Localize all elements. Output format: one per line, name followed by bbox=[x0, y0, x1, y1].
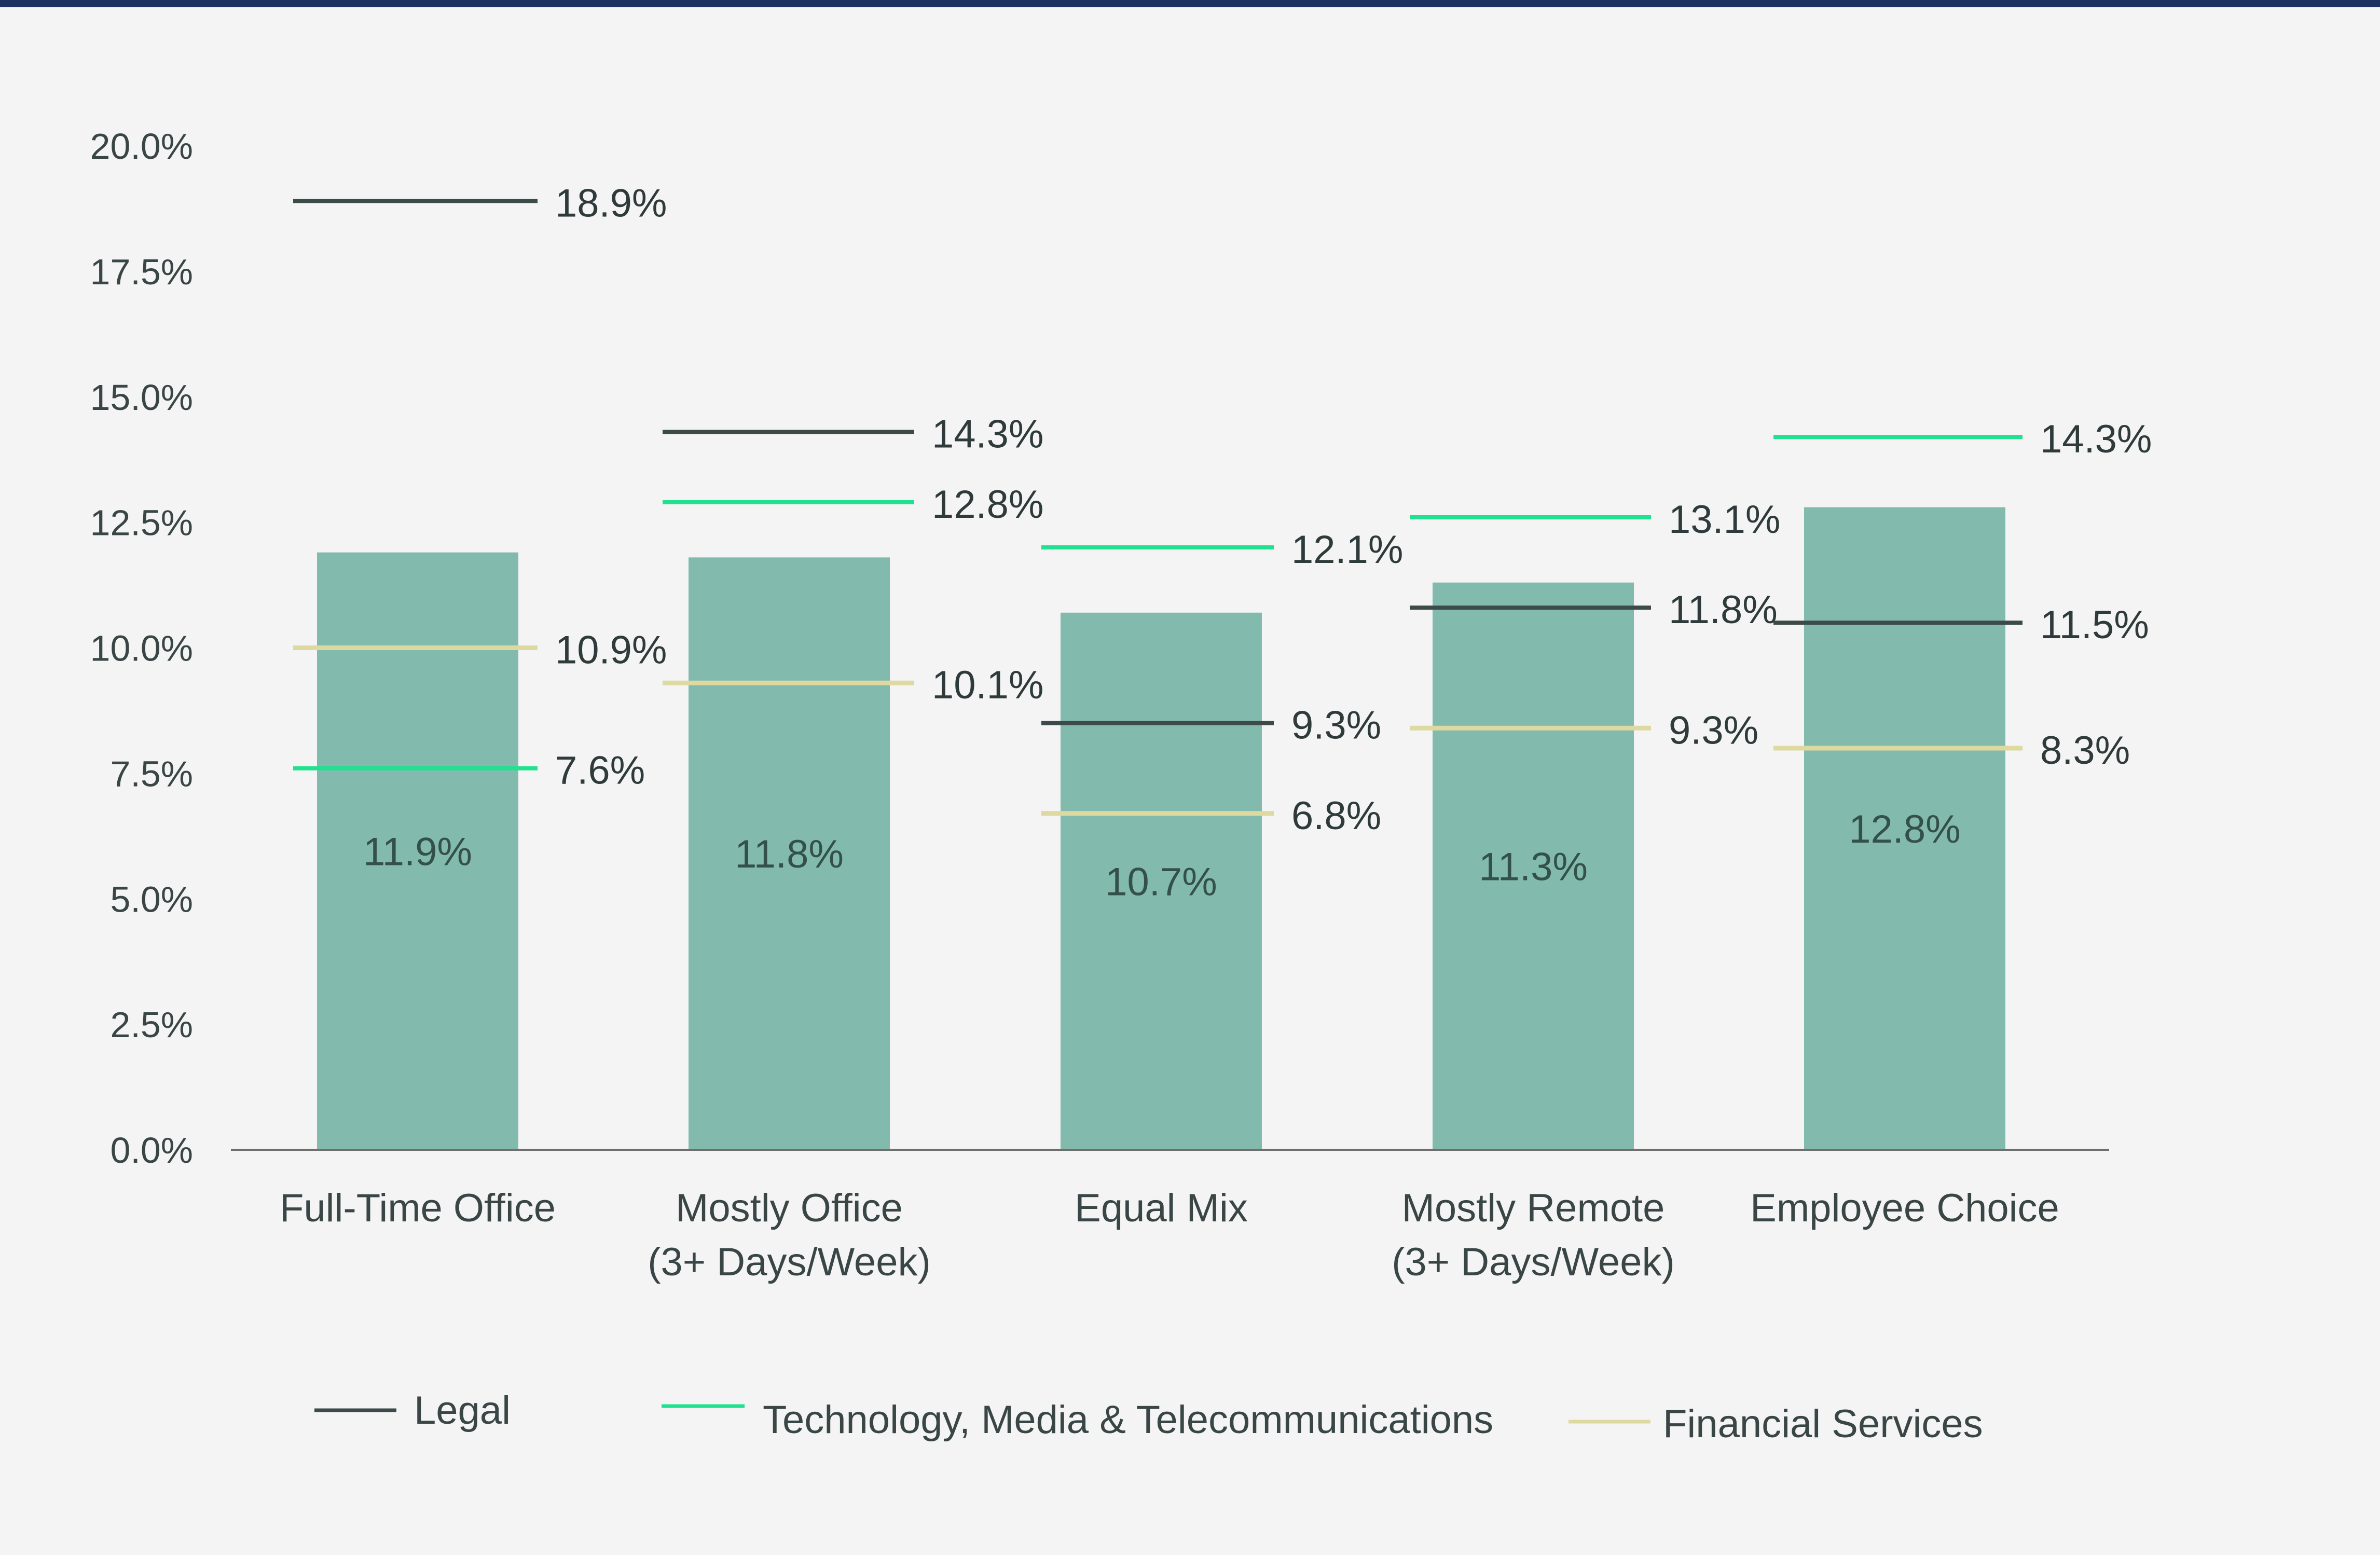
y-tick-label: 0.0% bbox=[110, 1130, 193, 1171]
series-value-label: 12.8% bbox=[932, 483, 1044, 527]
series-value-label: 11.5% bbox=[2040, 603, 2149, 647]
x-category-label: Full-Time Office bbox=[280, 1186, 556, 1230]
y-tick-label: 17.5% bbox=[90, 252, 193, 292]
y-tick-label: 12.5% bbox=[90, 503, 193, 543]
x-axis-categories: Full-Time Office Mostly Office (3+ Days/We… bbox=[280, 1186, 2059, 1284]
bar bbox=[1061, 612, 1262, 1150]
series-markers: 18.9% 14.3% 9.3% 11.8% 11.5% 7.6% 12.8% 12.1% 13… bbox=[293, 181, 2152, 838]
x-category-label: Mostly Remote bbox=[1402, 1186, 1665, 1230]
y-tick-label: 2.5% bbox=[110, 1004, 193, 1045]
series-value-label: 10.1% bbox=[932, 663, 1044, 707]
series-value-label: 6.8% bbox=[1291, 794, 1381, 838]
bar bbox=[1433, 582, 1634, 1150]
bar bbox=[317, 552, 518, 1150]
series-value-label: 18.9% bbox=[555, 181, 667, 225]
bars-layer: 11.9% 11.8% 10.7% 11.3% 12.8% bbox=[317, 507, 2005, 1150]
bar-value-label: 11.9% bbox=[363, 830, 472, 874]
series-value-label: 9.3% bbox=[1669, 708, 1758, 752]
legend-label: Technology, Media & Telecommunications bbox=[763, 1398, 1493, 1442]
series-value-label: 14.3% bbox=[932, 412, 1044, 456]
legend-label: Legal bbox=[414, 1388, 511, 1433]
bar-value-label: 11.8% bbox=[735, 832, 844, 876]
y-tick-label: 5.0% bbox=[110, 879, 193, 919]
series-value-label: 14.3% bbox=[2040, 417, 2152, 461]
top-border bbox=[0, 0, 2380, 7]
bar-value-label: 10.7% bbox=[1105, 860, 1217, 904]
y-tick-label: 15.0% bbox=[90, 377, 193, 418]
series-value-label: 13.1% bbox=[1669, 498, 1781, 542]
y-tick-label: 7.5% bbox=[110, 753, 193, 794]
x-category-label: Mostly Office bbox=[676, 1186, 903, 1230]
series-value-label: 9.3% bbox=[1291, 704, 1381, 748]
series-value-label: 8.3% bbox=[2040, 728, 2130, 773]
series-value-label: 10.9% bbox=[555, 628, 667, 672]
y-tick-label: 10.0% bbox=[90, 628, 193, 669]
bar bbox=[689, 557, 890, 1150]
x-category-label: Equal Mix bbox=[1075, 1186, 1248, 1230]
series-value-label: 11.8% bbox=[1669, 588, 1778, 632]
y-tick-label: 20.0% bbox=[90, 126, 193, 167]
x-category-label: Employee Choice bbox=[1750, 1186, 2059, 1230]
x-category-label: (3+ Days/Week) bbox=[648, 1240, 931, 1284]
bar-value-label: 11.3% bbox=[1479, 845, 1588, 889]
x-category-label: (3+ Days/Week) bbox=[1392, 1240, 1675, 1284]
y-axis-ticks: 0.0% 2.5% 5.0% 7.5% 10.0% 12.5% 15.0% 17.5% 20.0… bbox=[90, 126, 193, 1171]
series-value-label: 7.6% bbox=[555, 749, 645, 793]
bar-value-label: 12.8% bbox=[1849, 807, 1961, 851]
legend: Legal Technology, Media & Telecommunicati… bbox=[314, 1388, 1983, 1446]
series-value-label: 12.1% bbox=[1291, 528, 1404, 572]
legend-label: Financial Services bbox=[1663, 1402, 1983, 1446]
bar bbox=[1804, 507, 2005, 1150]
